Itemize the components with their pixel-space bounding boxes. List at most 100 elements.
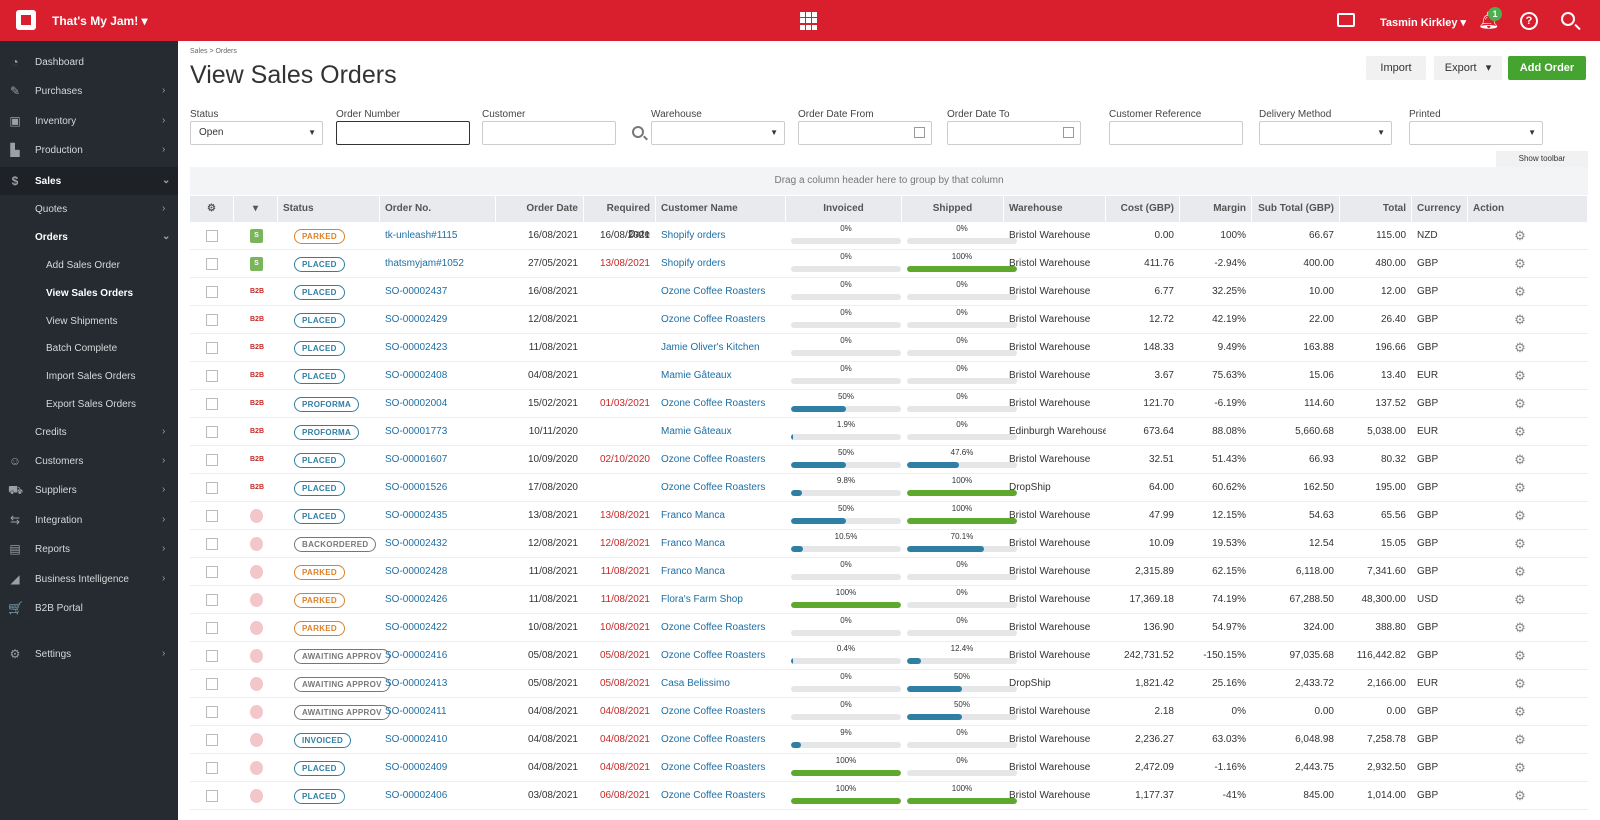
table-row[interactable]: AWAITING APPROV SO-00002411 04/08/2021 04/0… <box>190 698 1588 726</box>
app-logo-icon[interactable] <box>16 10 36 30</box>
row-action-gear-icon[interactable]: ⚙ <box>1514 312 1526 327</box>
customer-name-link[interactable]: Shopify orders <box>661 258 726 269</box>
table-row[interactable]: PLACED SO-00002435 13/08/2021 13/08/2021 Fra… <box>190 502 1588 530</box>
table-row[interactable]: B2B PLACED SO-00002423 11/08/2021 Jamie Oliv… <box>190 334 1588 362</box>
company-switcher[interactable]: That's My Jam! ▾ <box>52 14 148 28</box>
row-checkbox[interactable] <box>206 734 218 746</box>
add-order-button[interactable]: Add Order <box>1508 56 1586 80</box>
order-number-link[interactable]: SO-00002423 <box>385 342 448 353</box>
customer-name-link[interactable]: Mamie Gâteaux <box>661 426 732 437</box>
search-icon[interactable] <box>1561 12 1575 26</box>
sidebar-item-suppliers[interactable]: ⛟ Suppliers › <box>0 476 178 504</box>
column-header-currency[interactable]: Currency <box>1412 196 1468 222</box>
table-row[interactable]: PARKED SO-00002426 11/08/2021 11/08/2021 Flo… <box>190 586 1588 614</box>
row-action-gear-icon[interactable]: ⚙ <box>1514 508 1526 523</box>
table-row[interactable]: B2B PLACED SO-00002429 12/08/2021 Ozone Coff… <box>190 306 1588 334</box>
channel-filter-icon[interactable]: ▾ <box>234 196 278 222</box>
sidebar-item-add-sales-order[interactable]: Add Sales Order <box>0 251 178 279</box>
customer-name-link[interactable]: Casa Belissimo <box>661 678 730 689</box>
row-checkbox[interactable] <box>206 370 218 382</box>
table-row[interactable]: S PARKED tk-unleash#1115 16/08/2021 16/08/20… <box>190 222 1588 250</box>
row-checkbox[interactable] <box>206 482 218 494</box>
row-action-gear-icon[interactable]: ⚙ <box>1514 760 1526 775</box>
row-action-gear-icon[interactable]: ⚙ <box>1514 788 1526 803</box>
row-checkbox[interactable] <box>206 790 218 802</box>
sidebar-item-settings[interactable]: ⚙ Settings › <box>0 640 178 668</box>
help-icon[interactable]: ? <box>1520 12 1538 30</box>
printed-filter-select[interactable]: ▼ <box>1409 121 1543 145</box>
sidebar-item-export-sales-orders[interactable]: Export Sales Orders <box>0 390 178 418</box>
order-number-input[interactable] <box>336 121 470 145</box>
customer-name-link[interactable]: Ozone Coffee Roasters <box>661 454 766 465</box>
table-row[interactable]: B2B PLACED SO-00002408 04/08/2021 Mamie Gâte… <box>190 362 1588 390</box>
order-number-link[interactable]: SO-00002435 <box>385 510 448 521</box>
row-action-gear-icon[interactable]: ⚙ <box>1514 452 1526 467</box>
row-action-gear-icon[interactable]: ⚙ <box>1514 480 1526 495</box>
customer-name-link[interactable]: Ozone Coffee Roasters <box>661 706 766 717</box>
row-checkbox[interactable] <box>206 650 218 662</box>
order-number-link[interactable]: SO-00002429 <box>385 314 448 325</box>
row-checkbox[interactable] <box>206 286 218 298</box>
row-action-gear-icon[interactable]: ⚙ <box>1514 676 1526 691</box>
customer-name-link[interactable]: Ozone Coffee Roasters <box>661 286 766 297</box>
row-checkbox[interactable] <box>206 258 218 270</box>
column-header-order-date[interactable]: Order Date <box>496 196 584 222</box>
column-header-warehouse[interactable]: Warehouse <box>1004 196 1106 222</box>
order-number-link[interactable]: SO-00002422 <box>385 622 448 633</box>
customer-name-link[interactable]: Ozone Coffee Roasters <box>661 398 766 409</box>
sidebar-item-dashboard[interactable]: ◔ Dashboard <box>0 48 178 76</box>
order-number-link[interactable]: SO-00002416 <box>385 650 448 661</box>
column-header-status[interactable]: Status <box>278 196 380 222</box>
sidebar-item-import-sales-orders[interactable]: Import Sales Orders <box>0 362 178 390</box>
row-action-gear-icon[interactable]: ⚙ <box>1514 564 1526 579</box>
table-row[interactable]: S PLACED thatsmyjam#1052 27/05/2021 13/08/20… <box>190 250 1588 278</box>
table-row[interactable]: B2B PROFORMA SO-00002004 15/02/2021 01/03/20… <box>190 390 1588 418</box>
sidebar-item-credits[interactable]: Credits › <box>0 418 178 446</box>
order-number-link[interactable]: SO-00001773 <box>385 426 448 437</box>
sidebar-item-view-shipments[interactable]: View Shipments <box>0 307 178 335</box>
row-checkbox[interactable] <box>206 510 218 522</box>
calendar-icon[interactable] <box>1063 127 1074 138</box>
row-action-gear-icon[interactable]: ⚙ <box>1514 620 1526 635</box>
sidebar-item-integration[interactable]: ⇆ Integration › <box>0 506 178 534</box>
sidebar-item-batch-complete[interactable]: Batch Complete <box>0 334 178 362</box>
row-action-gear-icon[interactable]: ⚙ <box>1514 536 1526 551</box>
order-number-link[interactable]: SO-00001526 <box>385 482 448 493</box>
order-number-link[interactable]: SO-00002411 <box>385 706 447 717</box>
order-number-link[interactable]: SO-00002428 <box>385 566 448 577</box>
column-header-sub-total-gbp[interactable]: Sub Total (GBP) <box>1252 196 1340 222</box>
row-checkbox[interactable] <box>206 314 218 326</box>
row-checkbox[interactable] <box>206 426 218 438</box>
customer-name-link[interactable]: Ozone Coffee Roasters <box>661 762 766 773</box>
row-checkbox[interactable] <box>206 706 218 718</box>
order-number-link[interactable]: SO-00002426 <box>385 594 448 605</box>
column-header-customer-name[interactable]: Customer Name <box>656 196 786 222</box>
row-action-gear-icon[interactable]: ⚙ <box>1514 256 1526 271</box>
customer-name-link[interactable]: Ozone Coffee Roasters <box>661 314 766 325</box>
row-action-gear-icon[interactable]: ⚙ <box>1514 396 1526 411</box>
sidebar-item-customers[interactable]: ☺ Customers › <box>0 447 178 475</box>
table-row[interactable]: PLACED SO-00002409 04/08/2021 04/08/2021 Ozo… <box>190 754 1588 782</box>
apps-grid-icon[interactable] <box>800 12 818 30</box>
user-menu[interactable]: Tasmin Kirkley ▾ <box>1380 17 1467 29</box>
row-action-gear-icon[interactable]: ⚙ <box>1514 228 1526 243</box>
date-to-input[interactable] <box>947 121 1081 145</box>
row-checkbox[interactable] <box>206 566 218 578</box>
order-number-link[interactable]: SO-00002409 <box>385 762 448 773</box>
calendar-icon[interactable] <box>914 127 925 138</box>
table-row[interactable]: AWAITING APPROV SO-00002416 05/08/2021 05/0… <box>190 642 1588 670</box>
order-number-link[interactable]: SO-00002413 <box>385 678 448 689</box>
row-action-gear-icon[interactable]: ⚙ <box>1514 284 1526 299</box>
export-button[interactable]: Export ▾ <box>1434 56 1502 80</box>
date-from-input[interactable] <box>798 121 932 145</box>
row-checkbox[interactable] <box>206 594 218 606</box>
customer-name-link[interactable]: Franco Manca <box>661 566 725 577</box>
display-icon[interactable] <box>1337 13 1355 27</box>
table-row[interactable]: B2B PLACED SO-00001607 10/09/2020 02/10/2020… <box>190 446 1588 474</box>
customer-search-icon[interactable] <box>632 126 644 138</box>
order-number-link[interactable]: SO-00001607 <box>385 454 448 465</box>
row-checkbox[interactable] <box>206 678 218 690</box>
row-checkbox[interactable] <box>206 342 218 354</box>
table-row[interactable]: B2B PROFORMA SO-00001773 10/11/2020 Mamie Gâ… <box>190 418 1588 446</box>
order-number-link[interactable]: SO-00002004 <box>385 398 448 409</box>
